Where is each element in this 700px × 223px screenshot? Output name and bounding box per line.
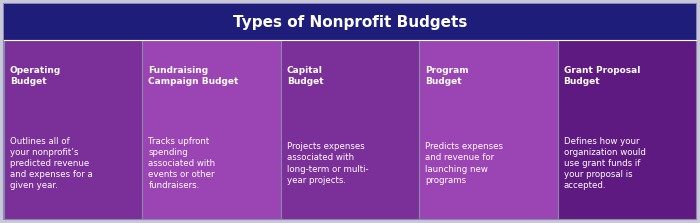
Text: Outlines all of
your nonprofit’s
predicted revenue
and expenses for a
given year: Outlines all of your nonprofit’s predict… <box>10 137 92 190</box>
Text: Operating
Budget: Operating Budget <box>10 66 62 86</box>
Text: Tracks upfront
spending
associated with
events or other
fundraisers.: Tracks upfront spending associated with … <box>148 137 216 190</box>
Bar <box>281 40 419 219</box>
Text: Program
Budget: Program Budget <box>425 66 469 86</box>
Text: Defines how your
organization would
use grant funds if
your proposal is
accepted: Defines how your organization would use … <box>564 137 645 190</box>
Bar <box>4 4 696 40</box>
Bar <box>419 40 558 219</box>
Bar <box>142 40 281 219</box>
Text: Types of Nonprofit Budgets: Types of Nonprofit Budgets <box>233 14 467 29</box>
Text: Predicts expenses
and revenue for
launching new
programs: Predicts expenses and revenue for launch… <box>425 142 503 185</box>
Bar <box>558 40 696 219</box>
Bar <box>4 40 142 219</box>
Text: Projects expenses
associated with
long-term or multi-
year projects.: Projects expenses associated with long-t… <box>287 142 368 185</box>
Text: Capital
Budget: Capital Budget <box>287 66 323 86</box>
Text: Grant Proposal
Budget: Grant Proposal Budget <box>564 66 640 86</box>
Text: Fundraising
Campaign Budget: Fundraising Campaign Budget <box>148 66 239 86</box>
